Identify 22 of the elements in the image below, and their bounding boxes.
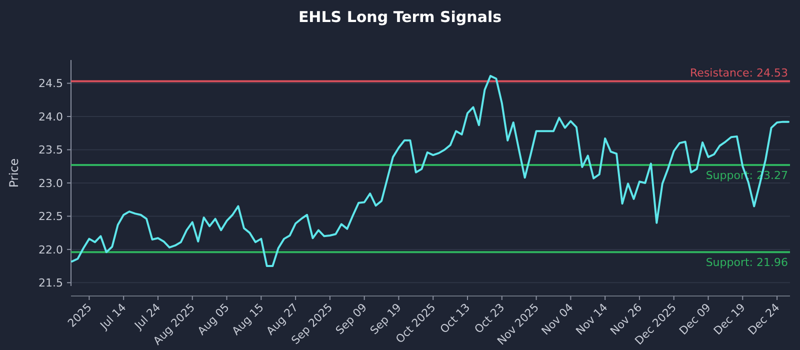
x-tick-label: Dec 09 xyxy=(676,300,714,338)
y-tick-label: 22.5 xyxy=(38,210,63,224)
y-tick-label: 24.5 xyxy=(38,77,63,90)
x-tick-label: Aug 15 xyxy=(230,300,266,338)
x-tick-label: Dec 24 xyxy=(746,300,782,338)
y-tick-label: 23.5 xyxy=(38,144,63,157)
x-tick-label: Dec 19 xyxy=(711,300,748,338)
y-tick-label: 24.0 xyxy=(38,110,63,124)
x-tick-label: Aug 05 xyxy=(195,300,232,338)
y-tick-label: 21.5 xyxy=(38,276,63,290)
x-tick-label: Oct 13 xyxy=(438,300,473,336)
chart-title: EHLS Long Term Signals xyxy=(298,8,502,26)
ref-line-label: Resistance: 24.53 xyxy=(690,66,788,80)
x-tick-label: Nov 14 xyxy=(573,300,610,338)
y-axis-title: Price xyxy=(7,158,21,188)
y-tick-label: 23.0 xyxy=(38,176,63,190)
x-tick-label: Jul 24 xyxy=(131,300,164,333)
y-tick-label: 22.0 xyxy=(38,243,63,256)
x-tick-label: Jul 14 xyxy=(97,300,129,333)
x-tick-label: Sep 09 xyxy=(333,300,370,338)
x-tick-label: Nov 04 xyxy=(539,300,576,338)
ref-line-label: Support: 21.96 xyxy=(706,256,788,270)
